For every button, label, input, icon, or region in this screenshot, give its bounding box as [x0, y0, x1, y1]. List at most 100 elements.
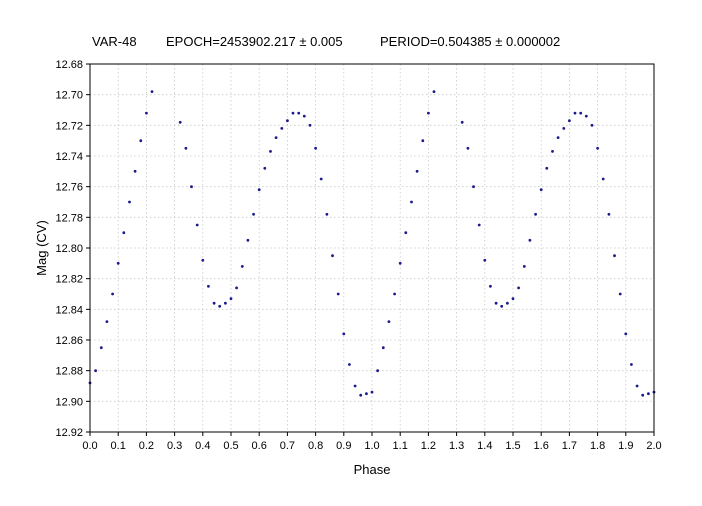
data-point — [291, 111, 295, 115]
x-tick-label: 0.7 — [280, 440, 295, 452]
x-tick-label: 0.9 — [336, 440, 351, 452]
y-tick-label: 12.82 — [55, 274, 83, 286]
data-point — [511, 297, 515, 300]
y-tick-label: 12.78 — [55, 212, 83, 224]
data-point — [308, 123, 312, 127]
data-point — [207, 284, 210, 288]
y-tick-label: 12.92 — [55, 427, 83, 439]
data-point — [240, 265, 244, 268]
data-point — [522, 265, 526, 268]
data-point — [336, 292, 340, 296]
data-point — [252, 212, 256, 216]
data-point — [556, 136, 560, 140]
data-point — [235, 286, 239, 290]
data-point — [353, 384, 357, 388]
x-tick-label: 1.1 — [393, 440, 408, 452]
data-point — [630, 363, 633, 366]
data-point — [477, 223, 481, 227]
data-point — [348, 363, 351, 366]
data-point — [568, 119, 571, 123]
grid-lines — [90, 64, 654, 432]
data-point — [111, 292, 114, 296]
x-tick-label: 1.0 — [364, 440, 379, 452]
data-point — [472, 185, 475, 189]
data-point — [150, 90, 154, 93]
data-point — [359, 393, 363, 397]
x-tick-label: 1.6 — [534, 440, 549, 452]
data-point — [190, 185, 193, 189]
data-point — [319, 177, 323, 181]
y-tick-label: 12.72 — [55, 120, 83, 132]
data-point — [551, 150, 554, 153]
data-point — [280, 126, 284, 130]
x-tick-label: 0.2 — [139, 440, 154, 452]
data-point — [122, 231, 126, 235]
data-point — [218, 304, 222, 308]
data-point — [365, 392, 368, 396]
data-point — [596, 146, 599, 150]
x-tick-label: 1.3 — [449, 440, 464, 452]
data-point — [195, 223, 199, 227]
data-point — [489, 284, 492, 288]
x-tick-label: 0.8 — [308, 440, 323, 452]
data-point — [99, 346, 103, 350]
data-point — [269, 150, 272, 153]
data-point — [184, 146, 188, 150]
data-point — [370, 390, 374, 394]
y-tick-label: 12.88 — [55, 366, 83, 378]
y-tick-label: 12.74 — [55, 151, 83, 163]
data-point — [398, 261, 402, 265]
data-point — [410, 200, 413, 204]
data-point — [618, 292, 622, 296]
data-point — [427, 111, 430, 115]
x-tick-label: 0.0 — [82, 440, 97, 452]
data-point — [517, 286, 520, 290]
data-point — [105, 320, 109, 323]
data-point — [224, 301, 227, 305]
data-point — [94, 369, 97, 373]
x-tick-label: 0.6 — [252, 440, 267, 452]
x-tick-label: 1.8 — [590, 440, 605, 452]
y-tick-label: 12.90 — [55, 396, 83, 408]
data-point — [139, 139, 143, 143]
data-point — [331, 254, 334, 258]
x-tick-label: 0.4 — [195, 440, 210, 452]
y-tick-label: 12.84 — [55, 304, 83, 316]
data-point — [506, 301, 509, 305]
data-point — [286, 119, 289, 123]
data-point — [460, 120, 464, 124]
data-point — [116, 261, 120, 265]
data-point — [302, 114, 306, 118]
data-point — [494, 301, 498, 305]
data-point — [274, 136, 278, 140]
data-point — [201, 258, 205, 262]
x-tick-label: 0.1 — [111, 440, 126, 452]
data-point — [421, 139, 425, 143]
x-tick-label: 1.2 — [421, 440, 436, 452]
data-point — [128, 200, 131, 204]
data-point — [387, 320, 391, 323]
data-point — [590, 123, 594, 127]
data-point — [466, 146, 470, 150]
data-point — [325, 212, 329, 216]
data-point — [178, 120, 182, 124]
x-tick-label: 0.5 — [223, 440, 238, 452]
data-point — [263, 166, 267, 170]
x-axis-ticks: 0.0 0.1 0.2 0.3 0.4 0.5 0.6 0.7 0.8 0.9 1.0 1.1 1.2 1… — [82, 432, 662, 452]
data-point — [613, 254, 616, 258]
data-point — [297, 111, 301, 115]
y-tick-label: 12.76 — [55, 182, 83, 194]
data-point — [624, 332, 628, 336]
data-point — [257, 188, 261, 192]
data-point — [393, 292, 396, 296]
x-tick-label: 1.4 — [477, 440, 492, 452]
data-point — [539, 188, 543, 192]
data-point — [145, 111, 148, 115]
data-point — [342, 332, 346, 336]
data-point — [641, 393, 645, 397]
data-point — [212, 301, 216, 305]
y-tick-label: 12.70 — [55, 90, 83, 102]
data-point — [133, 169, 137, 173]
x-tick-label: 2.0 — [646, 440, 661, 452]
